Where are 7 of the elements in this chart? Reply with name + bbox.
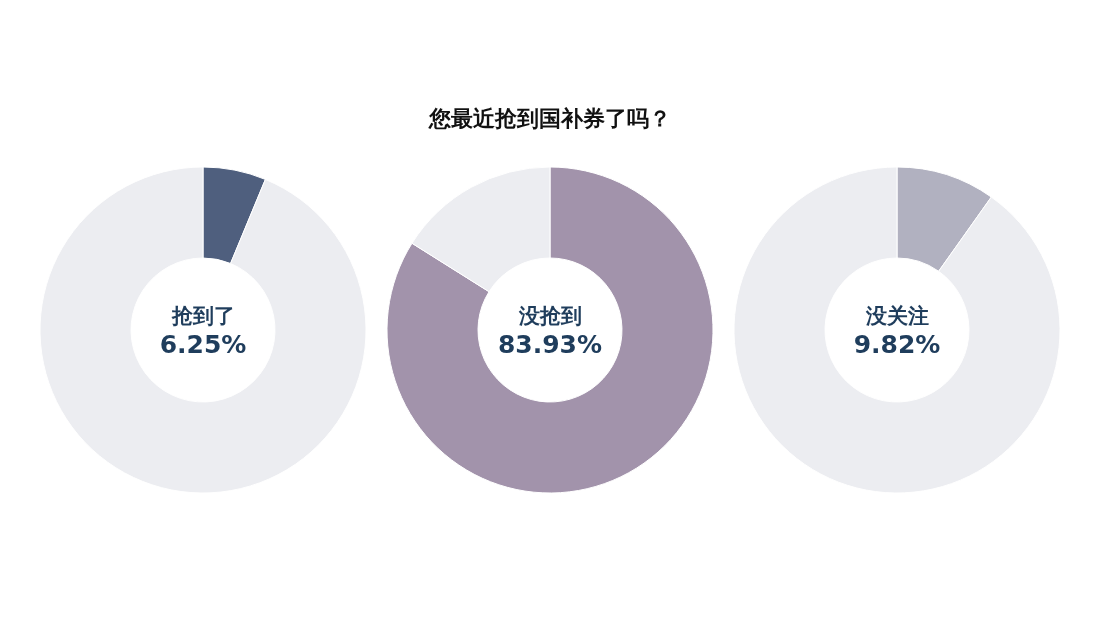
slice-label: 没抢到 <box>517 304 582 328</box>
data-label: 83.93% <box>497 330 603 359</box>
data-label: 6.25% <box>159 330 247 359</box>
slice-label: 抢到了 <box>170 304 235 328</box>
data-label: 9.82% <box>853 330 941 359</box>
slice-label: 没关注 <box>864 304 929 328</box>
chart-title: 您最近抢到国补券了吗？ <box>428 106 671 131</box>
